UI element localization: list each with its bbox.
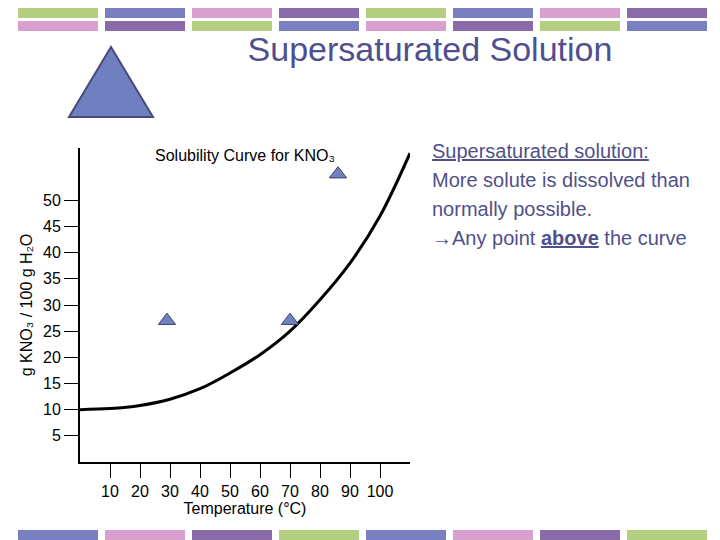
svg-text:100: 100: [367, 483, 394, 500]
svg-text:20: 20: [131, 483, 149, 500]
svg-text:25: 25: [43, 323, 61, 340]
html-text:More solute is dissolved than: More solute is dissolved than normally p…: [432, 169, 690, 220]
svg-text:10: 10: [101, 483, 119, 500]
svg-text:50: 50: [221, 483, 239, 500]
svg-text:Temperature (°C): Temperature (°C): [184, 500, 307, 517]
svg-text:Solubility Curve for KNO₃: Solubility Curve for KNO₃: [155, 147, 335, 164]
svg-text:35: 35: [43, 270, 61, 287]
svg-text:40: 40: [43, 244, 61, 261]
svg-text:30: 30: [161, 483, 179, 500]
html-text:Supersaturated solution:: Supersaturated solution:: [432, 140, 649, 162]
svg-text:30: 30: [43, 297, 61, 314]
svg-text:45: 45: [43, 218, 61, 235]
html-text:Supersaturated Solution: Supersaturated Solution: [247, 30, 613, 68]
html-text:→Any point above the curve: →Any point above the curve: [432, 227, 687, 249]
svg-text:60: 60: [251, 483, 269, 500]
svg-text:g KNO₃ / 100 g H₂O: g KNO₃ / 100 g H₂O: [18, 234, 35, 377]
svg-text:20: 20: [43, 349, 61, 366]
svg-text:80: 80: [311, 483, 329, 500]
svg-text:90: 90: [341, 483, 359, 500]
svg-text:5: 5: [52, 427, 61, 444]
svg-text:15: 15: [43, 375, 61, 392]
svg-text:10: 10: [43, 401, 61, 418]
svg-text:40: 40: [191, 483, 209, 500]
svg-text:70: 70: [281, 483, 299, 500]
svg-text:50: 50: [43, 192, 61, 209]
